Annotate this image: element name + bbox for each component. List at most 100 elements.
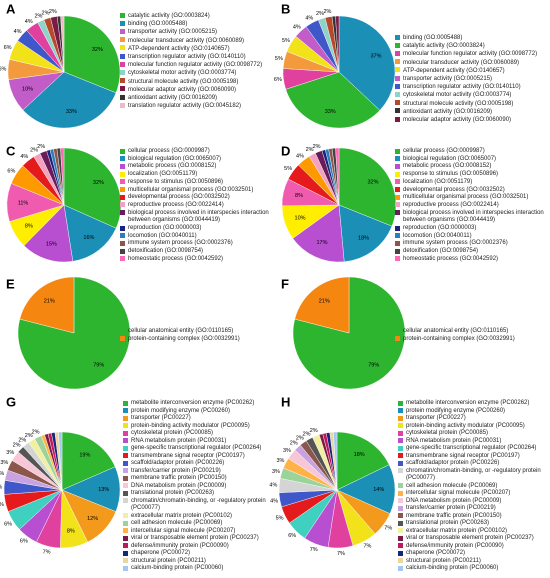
legend-swatch bbox=[123, 445, 128, 451]
panel-label: D bbox=[281, 143, 290, 158]
legend-swatch bbox=[120, 20, 125, 26]
legend-swatch bbox=[120, 148, 125, 154]
pie-slice bbox=[335, 15, 340, 73]
legend-label: cellular process (GO:0009987) bbox=[403, 148, 485, 154]
slice-label: 7% bbox=[337, 551, 345, 557]
legend-label: translational protein (PC00263) bbox=[406, 520, 490, 526]
pie-slice bbox=[60, 15, 65, 73]
legend-swatch bbox=[398, 505, 403, 511]
legend-label: scaffold/adaptor protein (PC00226) bbox=[131, 460, 225, 466]
legend-swatch bbox=[398, 528, 403, 533]
legend-item: protein-containing complex (GO:0032991) bbox=[395, 335, 547, 343]
panel-label: C bbox=[6, 143, 16, 158]
slice-label: 33% bbox=[66, 109, 77, 115]
legend-label: protein modifying enzyme (PC00260) bbox=[406, 407, 506, 414]
legend-swatch bbox=[123, 408, 128, 413]
legend-swatch bbox=[120, 327, 125, 333]
legend-swatch bbox=[398, 445, 403, 451]
legend-label: transcription regulator activity (GO:014… bbox=[128, 54, 246, 61]
legend: cellular anatomical entity (GO:0110165) p… bbox=[120, 327, 272, 343]
legend-item: homeostatic process (GO:0042592) bbox=[120, 256, 272, 264]
slice-label: 4% bbox=[293, 25, 301, 31]
legend-item: translation regulator activity (GO:00451… bbox=[120, 102, 272, 110]
legend-label: intercellular signal molecule (PC00207) bbox=[406, 490, 511, 496]
legend-swatch bbox=[398, 438, 403, 443]
legend-swatch bbox=[398, 460, 403, 466]
legend-item: calcium-binding protein (PC00060) bbox=[123, 565, 272, 573]
legend-item: scaffold/adaptor protein (PC00226) bbox=[123, 460, 272, 468]
legend-label: structural molecule activity (GO:0005198… bbox=[128, 78, 239, 85]
legend-swatch bbox=[120, 163, 125, 169]
legend-item: molecular transducer activity (GO:006008… bbox=[120, 37, 272, 45]
panel-label: B bbox=[281, 1, 290, 16]
legend-item: chromatin/chromatin-binding, or -regulat… bbox=[123, 498, 272, 513]
legend-item: metabolic process (GO:0008152) bbox=[120, 163, 272, 171]
legend-item: reproductive process (GO:0022414) bbox=[120, 202, 272, 210]
legend-swatch bbox=[395, 233, 400, 239]
legend-item: structural molecule activity (GO:0005198… bbox=[395, 100, 547, 108]
legend-swatch bbox=[395, 59, 400, 65]
legend-item: developmental process (GO:0032502) bbox=[395, 187, 547, 195]
slice-label: 4% bbox=[14, 29, 22, 35]
legend-label: immune system process (GO:0002376) bbox=[403, 240, 508, 247]
slice-label: 2% bbox=[25, 433, 33, 439]
legend-item: binding (GO:0005488) bbox=[395, 34, 547, 42]
legend-swatch bbox=[395, 108, 400, 114]
legend-item: transporter (PC00227) bbox=[398, 415, 547, 423]
legend-item: localization (GO:0051179) bbox=[395, 179, 547, 187]
legend-item: defense/immunity protein (PC00090) bbox=[123, 543, 272, 551]
legend-swatch bbox=[398, 415, 403, 421]
panel-label: E bbox=[6, 276, 15, 291]
legend-item: transporter activity (GO:0005215) bbox=[120, 28, 272, 36]
slice-label: 7% bbox=[384, 525, 392, 531]
legend-item: cellular anatomical entity (GO:0110165) bbox=[120, 327, 272, 335]
legend-label: RNA metabolism protein (PC00031) bbox=[131, 437, 227, 444]
slice-label: 16% bbox=[83, 235, 94, 241]
legend-label: molecular transducer activity (GO:006008… bbox=[403, 59, 520, 66]
legend-item: binding (GO:0005488) bbox=[120, 20, 272, 28]
legend-item: extracellular matrix protein (PC00102) bbox=[123, 513, 272, 521]
legend-item: transcription regulator activity (GO:014… bbox=[395, 83, 547, 91]
legend-label: DNA metabolism protein (PC00009) bbox=[406, 497, 502, 504]
legend-item: chromatin/chromatin-binding, or -regulat… bbox=[398, 468, 547, 483]
legend-item: structural protein (PC00211) bbox=[398, 558, 547, 566]
legend-label: calcium-binding protein (PC00060) bbox=[131, 565, 224, 571]
legend: metabolite interconversion enzyme (PC002… bbox=[398, 400, 547, 573]
slice-label: 18% bbox=[358, 235, 369, 241]
pie-slice bbox=[19, 276, 75, 334]
legend-label: cytoskeletal protein (PC00085) bbox=[131, 430, 214, 436]
slice-label: 32% bbox=[92, 47, 103, 53]
pie-slice bbox=[22, 71, 117, 129]
legend-swatch bbox=[120, 256, 125, 262]
legend-swatch bbox=[123, 475, 128, 481]
legend-label: structural protein (PC00211) bbox=[131, 557, 206, 564]
legend-swatch bbox=[398, 565, 403, 571]
legend-item: protein-binding activity modulator (PC00… bbox=[123, 423, 272, 431]
legend: binding (GO:0005488) catalytic activity (… bbox=[395, 34, 547, 124]
legend-item: response to stimulus (GO:0050896) bbox=[395, 171, 547, 179]
legend-swatch bbox=[398, 550, 403, 556]
legend-item: locomotion (GO:0040011) bbox=[120, 233, 272, 241]
legend-swatch bbox=[120, 37, 125, 43]
slice-label: 8% bbox=[25, 224, 33, 230]
legend-label: viral or transposable element protein (P… bbox=[406, 535, 534, 541]
legend-label: gene-specific transcriptional regulator … bbox=[131, 445, 262, 451]
legend-label: membrane traffic protein (PC00150) bbox=[131, 475, 227, 481]
legend-swatch bbox=[123, 423, 128, 428]
legend-item: response to stimulus (GO:0050896) bbox=[120, 179, 272, 187]
legend-label: reproductive process (GO:0022414) bbox=[128, 201, 224, 208]
slice-label: 2% bbox=[290, 441, 298, 447]
legend-swatch bbox=[395, 335, 400, 341]
slice-label: 4% bbox=[269, 482, 277, 488]
legend-swatch bbox=[395, 42, 400, 48]
legend-label: response to stimulus (GO:0050896) bbox=[403, 171, 499, 178]
slice-label: 2% bbox=[316, 11, 324, 17]
slice-label: 17% bbox=[316, 240, 327, 246]
legend-label: developmental process (GO:0032502) bbox=[128, 194, 230, 201]
legend-swatch bbox=[395, 75, 400, 81]
legend-label: binding (GO:0005488) bbox=[128, 21, 188, 28]
legend-label: reproductive process (GO:0022414) bbox=[403, 201, 499, 208]
legend-item: scaffold/adaptor protein (PC00226) bbox=[398, 460, 547, 468]
legend-swatch bbox=[395, 100, 400, 106]
